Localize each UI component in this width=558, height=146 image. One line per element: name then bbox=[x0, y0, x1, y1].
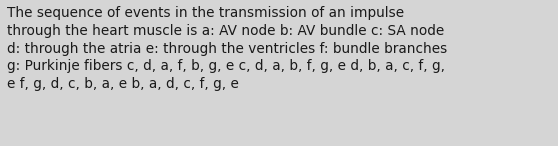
Text: The sequence of events in the transmission of an impulse
through the heart muscl: The sequence of events in the transmissi… bbox=[7, 6, 448, 91]
